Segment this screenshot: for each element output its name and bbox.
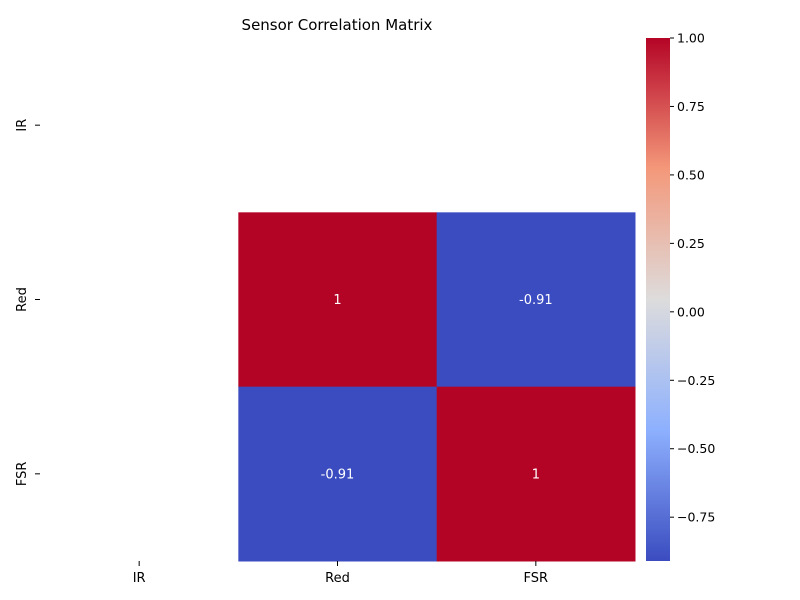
heatmap-cell-fsr-red: [238, 386, 438, 562]
cell-label: -0.91: [519, 293, 553, 308]
colorbar-tick-label: 0.00: [677, 304, 705, 319]
chart-title: Sensor Correlation Matrix: [242, 16, 433, 34]
y-tick-label: IR: [15, 119, 30, 132]
colorbar-tick-label: −0.25: [677, 373, 715, 388]
colorbar-tick-label: −0.50: [677, 441, 715, 456]
heatmap-cell-red-fsr: [436, 212, 636, 388]
heatmap-cell-fsr-fsr: [436, 386, 636, 562]
y-axis: IR Red FSR: [15, 119, 40, 486]
x-tick-label: IR: [133, 571, 146, 586]
colorbar-tick-label: 0.75: [677, 99, 705, 114]
y-tick-label: Red: [15, 287, 30, 312]
x-axis: IR Red FSR: [133, 561, 548, 586]
heatmap-cell-red-red: [238, 212, 438, 388]
colorbar: 1.00 0.75 0.50 0.25 0.00 −0.25 −0.50 −0.75: [646, 31, 715, 561]
x-tick-label: Red: [325, 571, 350, 586]
y-tick-label: FSR: [15, 462, 30, 487]
cell-label: 1: [333, 293, 341, 308]
colorbar-gradient: [646, 38, 670, 561]
cell-label: -0.91: [321, 467, 355, 482]
heatmap-cells: [238, 212, 636, 562]
colorbar-tick-label: −0.75: [677, 510, 715, 525]
heatmap-cell-labels: 1 -0.91 -0.91 1: [321, 293, 553, 482]
x-tick-label: FSR: [524, 571, 549, 586]
colorbar-tick-label: 1.00: [677, 31, 705, 46]
colorbar-tick-label: 0.50: [677, 167, 705, 182]
colorbar-tick-label: 0.25: [677, 236, 705, 251]
cell-label: 1: [532, 467, 540, 482]
